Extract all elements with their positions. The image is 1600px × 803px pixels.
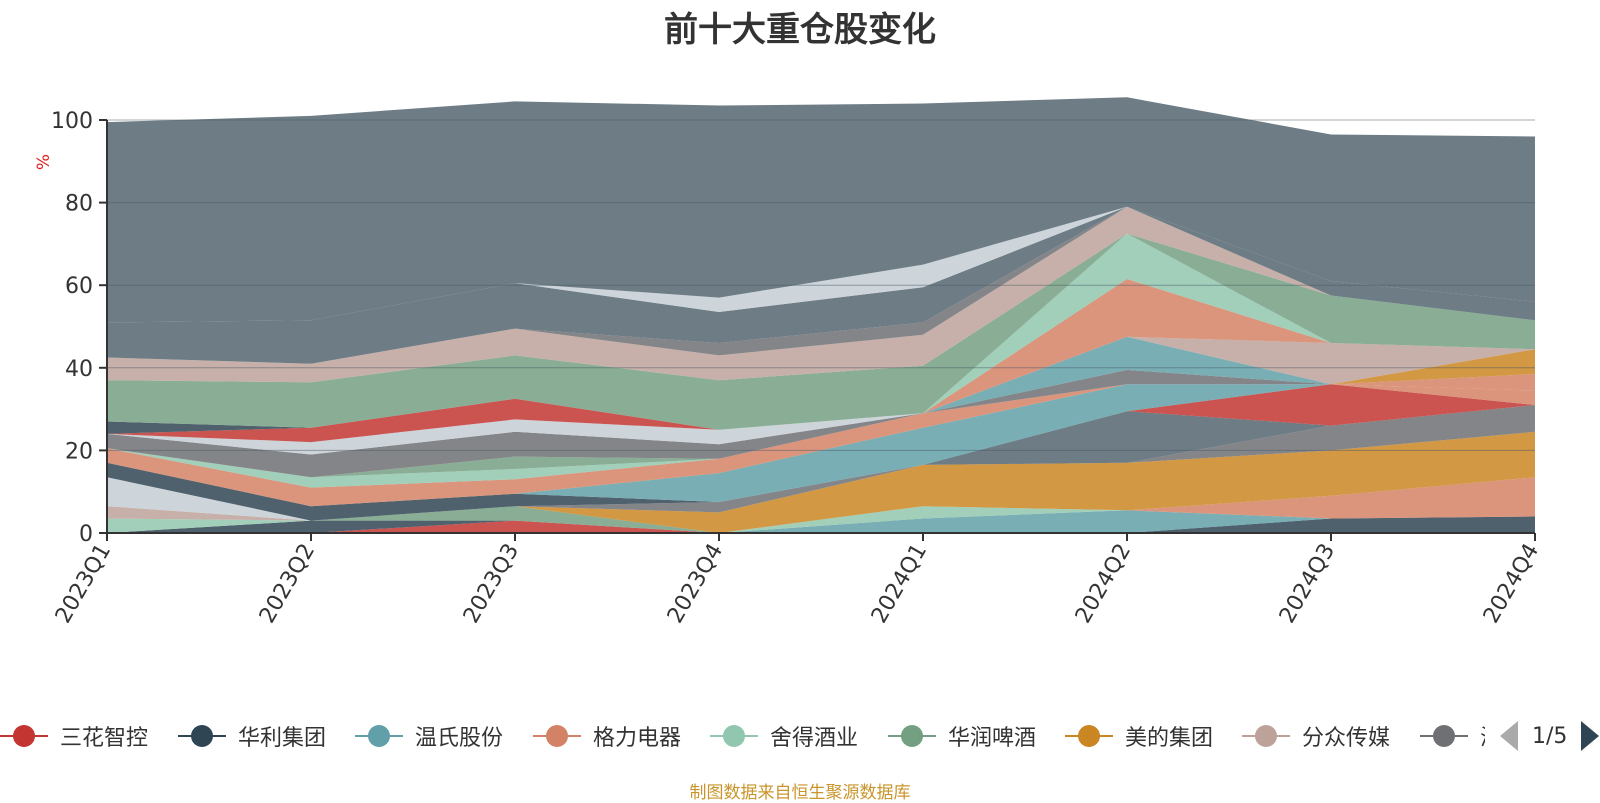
area-series-38 [107,233,1535,430]
area-series-13 [107,384,1535,507]
area-series-2 [107,510,1535,533]
area-series-0 [107,520,1535,533]
legend-label: 舍得酒业 [770,726,859,751]
area-series-24 [107,336,1535,430]
legend-item[interactable]: 格力电器 [533,716,681,756]
legend-label: 三花智控 [60,726,149,751]
y-tick-label: 40 [65,357,93,382]
legend-marker-icon [0,725,48,747]
grid-lines [107,119,1535,451]
y-tick-label: 80 [65,192,93,217]
legend-item[interactable]: 海尔智家 [1420,716,1485,756]
x-tick-label: 2024Q1 [867,540,932,628]
y-tick-label: 60 [65,274,93,299]
x-tick-label: 2023Q3 [459,540,524,628]
legend-item[interactable]: 舍得酒业 [710,716,858,756]
legend-marker-icon [888,725,936,747]
legend-marker-icon [533,725,581,747]
y-tick-label: 100 [51,109,93,134]
legend-marker-icon [710,725,758,747]
data-source-footer: 制图数据来自恒生聚源数据库 [689,783,911,803]
legend-marker-icon [1242,725,1290,747]
legend-item[interactable]: 三花智控 [0,716,148,756]
legend-marker-icon [1065,725,1113,747]
legend-label: 华润啤酒 [948,726,1037,751]
legend-marker-icon [178,725,226,747]
area-series-29 [107,336,1535,430]
legend-next-page-arrow-icon[interactable] [1581,721,1600,751]
legend-page-indicator: 1/5 [1532,723,1568,749]
legend-marker-icon [355,725,403,747]
legend-label: 华利集团 [238,726,327,751]
legend-label: 海尔智家 [1480,720,1485,752]
area-series-10 [107,405,1535,521]
x-tick-label: 2024Q4 [1479,540,1544,628]
area-series-6 [107,431,1535,533]
legend-label: 分众传媒 [1302,726,1391,751]
area-series-22 [107,369,1535,443]
legend-item[interactable]: 华润啤酒 [888,716,1036,756]
legend: 三花智控 华利集团 温氏股份 格力电器 舍得酒业 华润啤酒 美的集团 分众传媒 海尔智家 [0,716,1485,756]
stacked-areas [107,97,1535,533]
legend-prev-page-arrow-icon[interactable] [1500,721,1518,751]
area-series-42 [107,206,1535,364]
legend-item[interactable]: 分众传媒 [1242,716,1390,756]
legend-marker-icon [1420,725,1468,747]
area-series-12 [107,384,1535,521]
legend-label: 温氏股份 [415,726,504,751]
area-series-11 [107,384,1535,521]
area-series-14 [107,384,1535,507]
x-tick-label: 2024Q2 [1071,540,1136,628]
legend-pager: 1/5 [1500,716,1600,756]
legend-item[interactable]: 华利集团 [178,716,326,756]
x-tick-label: 2023Q2 [255,540,320,628]
area-series-4 [107,477,1535,533]
area-series-23 [107,369,1535,434]
area-series-1 [107,516,1535,533]
area-series-21 [107,369,1535,455]
area-series-5 [107,477,1535,533]
legend-item[interactable]: 温氏股份 [355,716,503,756]
area-series-3 [107,477,1535,533]
chart-title: 前十大重仓股变化 [664,10,936,50]
legend-item[interactable]: 美的集团 [1065,716,1213,756]
legend-label: 美的集团 [1125,726,1214,751]
y-tick-label: 0 [79,522,93,547]
x-tick-label: 2024Q3 [1275,540,1340,628]
y-tick-label: 20 [65,439,93,464]
area-series-9 [107,405,1535,521]
area-series-44 [107,97,1535,323]
area-series-43 [107,206,1535,323]
area-series-36 [107,279,1535,430]
legend-label: 格力电器 [593,726,682,751]
area-series-37 [107,233,1535,430]
area-series-40 [107,206,1535,383]
x-tick-label: 2023Q4 [663,540,728,628]
y-axis-unit-label: % [34,154,54,170]
x-tick-label: 2023Q1 [51,540,116,628]
